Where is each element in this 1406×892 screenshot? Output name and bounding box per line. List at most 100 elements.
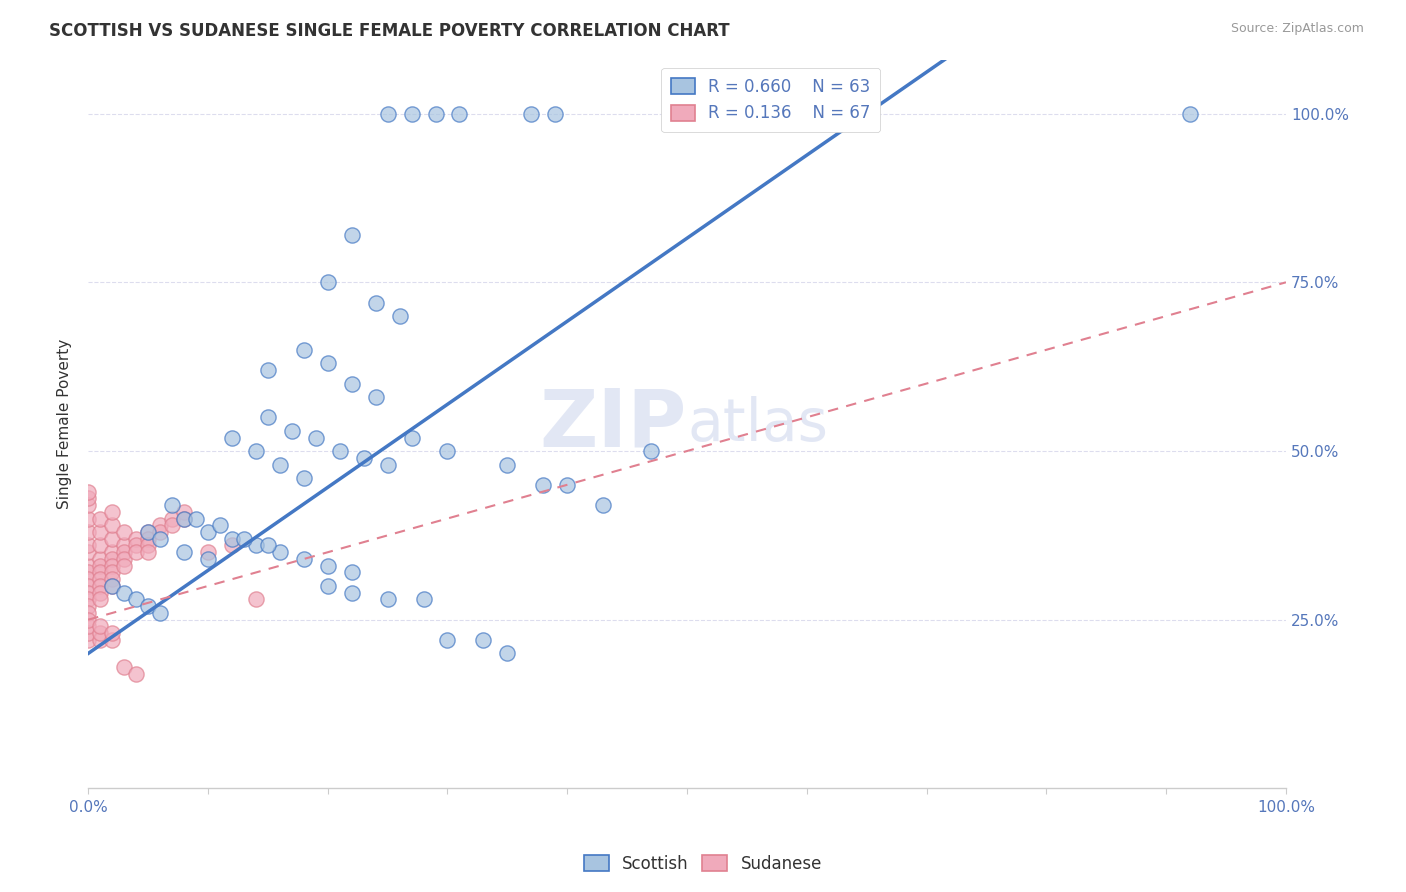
- Point: [77, 592, 100, 607]
- Point: [125, 666, 148, 681]
- Point: [77, 558, 100, 573]
- Point: [449, 106, 471, 120]
- Text: ZIP: ZIP: [540, 385, 688, 463]
- Point: [136, 545, 159, 559]
- Point: [77, 491, 100, 506]
- Point: [364, 295, 387, 310]
- Point: [160, 518, 183, 533]
- Point: [77, 606, 100, 620]
- Point: [89, 619, 111, 633]
- Point: [77, 586, 100, 600]
- Point: [89, 566, 111, 580]
- Point: [496, 458, 519, 472]
- Point: [77, 619, 100, 633]
- Point: [221, 532, 243, 546]
- Point: [401, 106, 423, 120]
- Point: [340, 566, 363, 580]
- Point: [89, 579, 111, 593]
- Point: [89, 511, 111, 525]
- Point: [353, 450, 375, 465]
- Point: [256, 363, 278, 377]
- Point: [101, 579, 124, 593]
- Point: [101, 558, 124, 573]
- Point: [184, 511, 207, 525]
- Point: [125, 539, 148, 553]
- Point: [125, 545, 148, 559]
- Point: [112, 545, 135, 559]
- Point: [149, 606, 172, 620]
- Point: [173, 545, 195, 559]
- Point: [77, 632, 100, 647]
- Point: [112, 524, 135, 539]
- Point: [77, 524, 100, 539]
- Point: [136, 532, 159, 546]
- Point: [89, 524, 111, 539]
- Text: SCOTTISH VS SUDANESE SINGLE FEMALE POVERTY CORRELATION CHART: SCOTTISH VS SUDANESE SINGLE FEMALE POVER…: [49, 22, 730, 40]
- Point: [436, 632, 458, 647]
- Point: [89, 552, 111, 566]
- Point: [77, 511, 100, 525]
- Point: [89, 632, 111, 647]
- Point: [77, 545, 100, 559]
- Point: [77, 566, 100, 580]
- Point: [377, 458, 399, 472]
- Point: [101, 632, 124, 647]
- Point: [101, 518, 124, 533]
- Point: [436, 444, 458, 458]
- Point: [472, 632, 495, 647]
- Point: [112, 660, 135, 674]
- Point: [245, 539, 267, 553]
- Point: [292, 343, 315, 357]
- Point: [316, 579, 339, 593]
- Point: [77, 626, 100, 640]
- Point: [1178, 106, 1201, 120]
- Point: [292, 552, 315, 566]
- Point: [125, 532, 148, 546]
- Point: [197, 524, 219, 539]
- Point: [412, 592, 434, 607]
- Point: [101, 579, 124, 593]
- Point: [173, 511, 195, 525]
- Point: [377, 592, 399, 607]
- Point: [531, 477, 554, 491]
- Point: [173, 511, 195, 525]
- Point: [136, 599, 159, 614]
- Point: [245, 444, 267, 458]
- Point: [77, 484, 100, 499]
- Point: [640, 444, 662, 458]
- Point: [160, 498, 183, 512]
- Point: [160, 511, 183, 525]
- Point: [340, 376, 363, 391]
- Point: [340, 228, 363, 243]
- Point: [520, 106, 543, 120]
- Point: [77, 579, 100, 593]
- Legend: Scottish, Sudanese: Scottish, Sudanese: [578, 848, 828, 880]
- Point: [77, 539, 100, 553]
- Point: [305, 430, 328, 444]
- Point: [89, 558, 111, 573]
- Y-axis label: Single Female Poverty: Single Female Poverty: [58, 339, 72, 509]
- Point: [221, 539, 243, 553]
- Point: [364, 390, 387, 404]
- Point: [77, 613, 100, 627]
- Point: [125, 592, 148, 607]
- Point: [112, 552, 135, 566]
- Point: [197, 552, 219, 566]
- Point: [77, 599, 100, 614]
- Point: [101, 572, 124, 586]
- Point: [592, 498, 614, 512]
- Point: [555, 477, 578, 491]
- Point: [256, 410, 278, 425]
- Point: [197, 545, 219, 559]
- Point: [136, 524, 159, 539]
- Text: Source: ZipAtlas.com: Source: ZipAtlas.com: [1230, 22, 1364, 36]
- Point: [89, 572, 111, 586]
- Point: [425, 106, 447, 120]
- Point: [221, 430, 243, 444]
- Point: [269, 458, 291, 472]
- Point: [316, 558, 339, 573]
- Point: [256, 539, 278, 553]
- Point: [101, 532, 124, 546]
- Point: [281, 424, 304, 438]
- Point: [208, 518, 231, 533]
